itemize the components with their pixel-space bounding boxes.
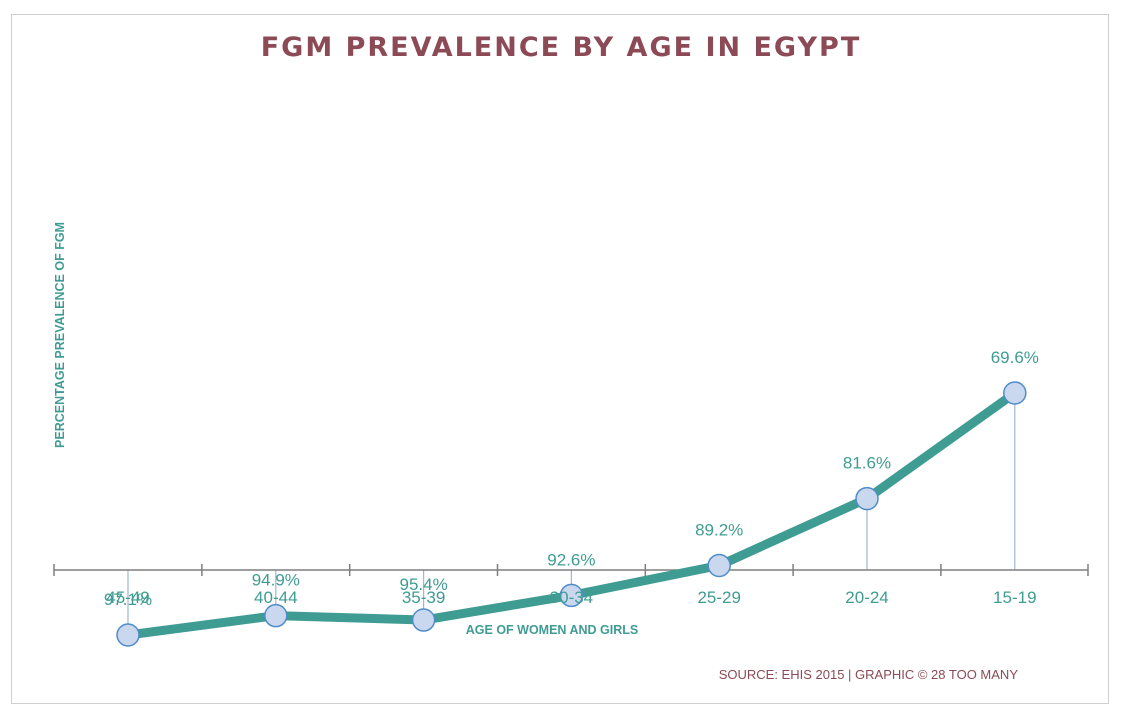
data-point-15-19 [1003, 381, 1027, 405]
source-credit: SOURCE: EHIS 2015 | GRAPHIC © 28 TOO MAN… [719, 667, 1019, 682]
x-axis-ticks [53, 564, 1089, 576]
data-point-25-29 [707, 553, 731, 578]
y-axis-title: PERCENTAGE PREVALENCE OF FGM [53, 222, 67, 448]
data-label-15-19: 69.6% [991, 348, 1039, 367]
data-label-30-34: 92.6% [547, 550, 595, 569]
x-axis-title: AGE OF WOMEN AND GIRLS [466, 623, 638, 637]
data-points [116, 381, 1027, 647]
data-point-30-34 [559, 583, 584, 608]
chart-title: FGM PREVALENCE BY AGE IN EGYPT [261, 32, 862, 63]
data-point-40-44 [264, 603, 288, 628]
x-tick-label-30-34: 30-34 [550, 588, 593, 607]
x-tick-label-45-49: 45-49 [106, 588, 149, 607]
x-tick-label-25-29: 25-29 [697, 588, 740, 607]
data-labels: 97.1% 94.9% 95.4% 92.6% 89.2% 81.6% 69.6% [104, 348, 1039, 609]
x-tick-label-15-19: 15-19 [993, 588, 1036, 607]
x-tick-labels: 45-49 40-44 35-39 30-34 25-29 20-24 15-19 [106, 588, 1036, 607]
x-tick-label-40-44: 40-44 [254, 588, 297, 607]
data-point-20-24 [855, 486, 879, 511]
data-label-20-24: 81.6% [843, 454, 891, 473]
data-label-40-44: 94.9% [252, 571, 300, 590]
data-label-45-49: 97.1% [104, 590, 152, 609]
data-point-35-39 [411, 608, 436, 632]
data-point-45-49 [116, 623, 140, 647]
data-label-25-29: 89.2% [695, 520, 743, 539]
chart-frame [11, 14, 1109, 704]
data-label-35-39: 95.4% [399, 575, 447, 594]
x-tick-label-20-24: 20-24 [845, 588, 888, 607]
x-tick-label-35-39: 35-39 [402, 588, 445, 607]
